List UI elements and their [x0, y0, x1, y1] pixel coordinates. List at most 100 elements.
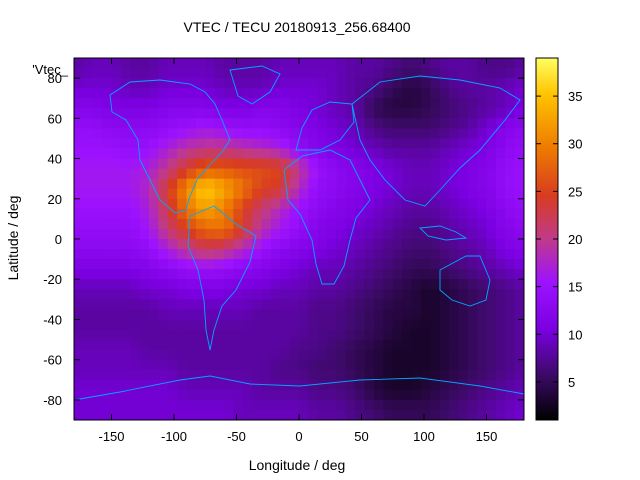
- heatmap-cell: [83, 329, 94, 341]
- heatmap-cell: [308, 319, 319, 331]
- heatmap-cell: [102, 339, 113, 351]
- heatmap-cell: [495, 58, 506, 69]
- heatmap-cell: [364, 198, 375, 210]
- heatmap-cell: [120, 359, 131, 371]
- heatmap-cell: [495, 249, 506, 260]
- heatmap-cell: [505, 208, 516, 220]
- heatmap-cell: [214, 289, 225, 300]
- heatmap-cell: [514, 379, 524, 391]
- heatmap-cell: [383, 369, 394, 381]
- heatmap-cell: [364, 58, 375, 69]
- heatmap-cell: [392, 138, 403, 150]
- heatmap-cell: [280, 198, 291, 210]
- heatmap-cell: [83, 349, 94, 361]
- heatmap-cell: [92, 78, 103, 89]
- heatmap-cell: [242, 409, 253, 420]
- heatmap-cell: [383, 128, 394, 140]
- heatmap-cell: [195, 369, 206, 381]
- heatmap-cell: [111, 329, 122, 341]
- heatmap-cell: [252, 319, 263, 331]
- heatmap-cell: [364, 138, 375, 150]
- heatmap-cell: [83, 58, 94, 69]
- heatmap-cell: [467, 198, 478, 210]
- heatmap-cell: [205, 309, 216, 321]
- heatmap-cell: [308, 218, 319, 230]
- heatmap-cell: [149, 208, 159, 220]
- heatmap-cell: [336, 118, 347, 129]
- heatmap-cell: [186, 208, 197, 220]
- heatmap-cell: [336, 78, 347, 89]
- heatmap-cell: [458, 168, 469, 180]
- y-tick-label: 0: [55, 232, 62, 247]
- heatmap-cell: [280, 128, 291, 140]
- heatmap-cell: [102, 289, 113, 300]
- heatmap-cell: [120, 329, 131, 341]
- heatmap-cell: [430, 168, 441, 180]
- heatmap-cell: [514, 339, 524, 351]
- heatmap-cell: [83, 409, 94, 420]
- heatmap-cell: [420, 198, 431, 210]
- heatmap-cell: [420, 108, 431, 119]
- heatmap-cell: [149, 148, 159, 160]
- heatmap-cell: [514, 319, 524, 331]
- heatmap-cell: [186, 399, 197, 411]
- heatmap-cell: [205, 188, 216, 200]
- heatmap-cell: [392, 208, 403, 220]
- heatmap-cell: [308, 269, 319, 280]
- heatmap-cell: [224, 389, 234, 401]
- heatmap-cell: [195, 349, 206, 361]
- heatmap-cell: [130, 329, 141, 341]
- heatmap-cell: [149, 319, 159, 331]
- heatmap-cell: [449, 98, 459, 109]
- heatmap-cell: [495, 299, 506, 310]
- heatmap-cell: [242, 138, 253, 150]
- heatmap-cell: [430, 118, 441, 129]
- heatmap-cell: [252, 148, 263, 160]
- heatmap-cell: [402, 98, 413, 109]
- heatmap-cell: [130, 188, 141, 200]
- heatmap-cell: [355, 319, 366, 331]
- heatmap-cell: [270, 158, 281, 170]
- heatmap-cell: [430, 239, 441, 250]
- colorbar-tick-label: 30: [568, 137, 582, 152]
- heatmap-cell: [449, 389, 459, 401]
- heatmap-cell: [261, 259, 272, 270]
- heatmap-cell: [345, 198, 356, 210]
- heatmap-cell: [111, 399, 122, 411]
- heatmap-cell: [420, 249, 431, 260]
- heatmap-cell: [364, 259, 375, 270]
- heatmap-cell: [224, 158, 234, 170]
- heatmap-cell: [270, 198, 281, 210]
- heatmap-cell: [420, 379, 431, 391]
- heatmap-cell: [120, 409, 131, 420]
- heatmap-cell: [486, 128, 497, 140]
- heatmap-cell: [514, 88, 524, 99]
- heatmap-cell: [130, 369, 141, 381]
- heatmap-cell: [514, 168, 524, 180]
- heatmap-cell: [495, 239, 506, 250]
- heatmap-cell: [486, 279, 497, 290]
- heatmap-cell: [477, 389, 488, 401]
- heatmap-cell: [411, 78, 422, 89]
- heatmap-cell: [364, 118, 375, 129]
- heatmap-cell: [495, 409, 506, 420]
- heatmap-cell: [364, 319, 375, 331]
- heatmap-cell: [130, 208, 141, 220]
- heatmap-cell: [505, 339, 516, 351]
- heatmap-cell: [83, 68, 94, 79]
- heatmap-cell: [252, 299, 263, 310]
- heatmap-cell: [449, 228, 459, 240]
- heatmap-cell: [458, 118, 469, 129]
- heatmap-cell: [317, 58, 328, 69]
- heatmap-cell: [467, 309, 478, 321]
- heatmap-cell: [205, 379, 216, 391]
- heatmap-cell: [111, 178, 122, 190]
- heatmap-cell: [430, 128, 441, 140]
- heatmap-cell: [130, 108, 141, 119]
- heatmap-cell: [411, 98, 422, 109]
- heatmap-cell: [317, 269, 328, 280]
- heatmap-cell: [374, 359, 384, 371]
- heatmap-cell: [299, 329, 309, 341]
- heatmap-cell: [233, 319, 244, 331]
- heatmap-cell: [83, 98, 94, 109]
